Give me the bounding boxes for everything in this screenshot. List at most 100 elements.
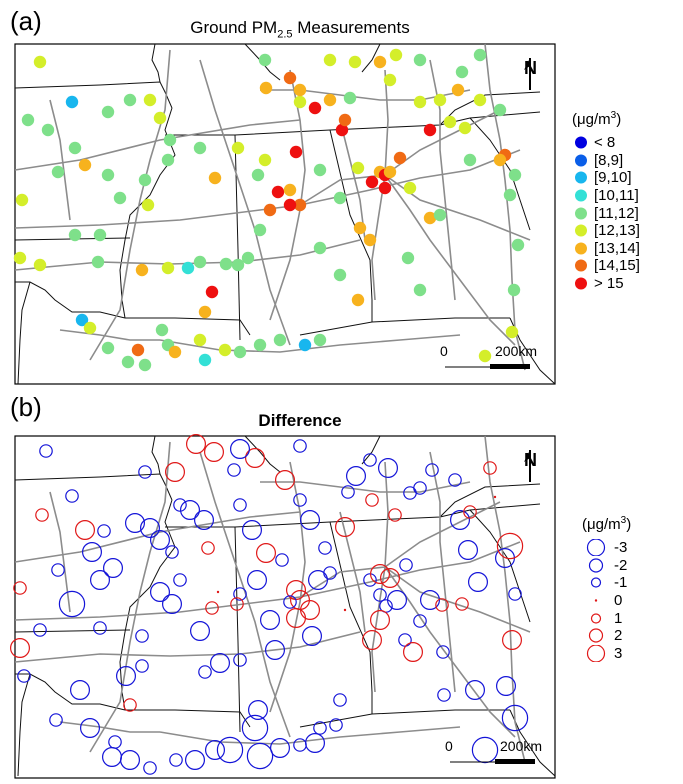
station-a-89 (493, 103, 507, 117)
station-a-20 (68, 228, 82, 242)
map-b-border-6 (329, 521, 373, 693)
map-b-highways (14, 435, 531, 763)
map-b-border-0 (14, 473, 173, 501)
map-a-scale-zero: 0 (440, 343, 448, 359)
legend-b-swatch (588, 628, 604, 643)
map-a-road-2 (14, 149, 521, 229)
station-b-67 (387, 589, 408, 610)
legend-b-item: 3 (582, 644, 631, 663)
legend-a-label: [14,15] (594, 257, 640, 275)
map-a-road-14 (49, 99, 71, 221)
station-b-63 (370, 563, 391, 584)
station-a-22 (91, 255, 105, 269)
panel-a-title-main: Ground PM (190, 18, 278, 37)
map-a-border-11 (151, 43, 161, 83)
station-a-45 (198, 305, 212, 319)
station-b-42 (335, 516, 356, 537)
station-b-47 (403, 486, 417, 500)
station-a-73 (365, 175, 379, 189)
station-b-10 (93, 621, 107, 635)
map-a-road-13 (59, 329, 160, 341)
legend-a-swatch (575, 189, 587, 202)
station-a-31 (168, 345, 182, 359)
station-a-21 (93, 228, 107, 242)
legend-a-unit-sup: 3 (610, 110, 617, 121)
map-a-border-13 (361, 43, 381, 73)
legend-b-unit: (μg/m3) (582, 515, 631, 533)
legend-a-label: [10,11] (594, 187, 639, 205)
station-b-76 (275, 553, 289, 567)
map-a-border-10 (439, 91, 541, 126)
station-b-100 (150, 581, 171, 602)
map-b-border-3 (15, 673, 126, 711)
map-b-border-2 (14, 629, 131, 633)
station-b-81 (300, 599, 321, 620)
station-a-15 (113, 191, 127, 205)
station-b-5 (89, 569, 110, 590)
station-b-22 (119, 749, 140, 770)
legend-a-item: [14,15] (572, 257, 640, 275)
legend-a-dot-2 (575, 171, 587, 184)
map-a-border-6 (329, 129, 373, 301)
station-a-68 (323, 93, 337, 107)
station-b-82 (308, 569, 329, 590)
legend-a-swatch (575, 154, 587, 167)
legend-b-swatch (586, 539, 606, 557)
legend-b-label: 2 (614, 627, 623, 645)
station-b-2 (35, 508, 49, 522)
station-a-10 (153, 111, 167, 125)
station-b-62 (363, 573, 377, 587)
station-b-61 (362, 629, 383, 650)
station-a-74 (373, 165, 387, 179)
legend-a-label: [8,9] (594, 151, 624, 169)
station-a-29 (155, 323, 169, 337)
map-b-border-12 (244, 435, 281, 473)
map-b-road-13 (59, 721, 160, 733)
map-b-frame (14, 435, 556, 779)
station-b-114 (123, 698, 137, 712)
station-b-51 (450, 510, 471, 531)
station-a-19 (33, 258, 47, 272)
station-a-80 (423, 211, 437, 225)
station-b-124 (403, 641, 424, 662)
station-b-110 (388, 508, 402, 522)
map-b-road-7 (299, 501, 501, 598)
legend-b-item: 1 (582, 609, 631, 627)
station-a-76 (378, 181, 392, 195)
station-b-45 (363, 453, 377, 467)
legend-b-label: -1 (614, 574, 628, 592)
station-a-88 (473, 93, 487, 107)
map-a-highways (14, 43, 531, 371)
map-b-road-4 (199, 451, 291, 738)
station-b-80 (286, 607, 307, 628)
station-a-34 (218, 343, 232, 357)
station-b-98 (194, 510, 215, 531)
station-a-75 (378, 168, 392, 182)
station-a-85 (473, 48, 487, 62)
legend-a-dot-0 (575, 136, 587, 149)
map-a-road-10 (429, 59, 456, 301)
station-a-98 (423, 123, 437, 137)
legend-b-label: -3 (614, 539, 628, 557)
station-b-28 (241, 714, 269, 742)
station-b-53 (468, 571, 489, 592)
station-b-31 (293, 738, 307, 752)
station-a-111 (383, 73, 397, 87)
station-a-55 (308, 101, 322, 115)
station-a-110 (353, 221, 367, 235)
legend-a-item: [8,9] (572, 152, 640, 170)
map-a-road-7 (299, 109, 501, 206)
station-a-70 (351, 161, 365, 175)
legend-b-swatch (590, 613, 602, 624)
station-a-81 (413, 95, 427, 109)
station-b-102 (205, 601, 219, 615)
station-a-112 (389, 48, 403, 62)
station-b-6 (102, 557, 123, 578)
legend-a-dot-4 (575, 207, 587, 220)
station-b-94 (233, 498, 247, 512)
legend-a-swatch (575, 171, 587, 184)
legend-a-label: < 8 (594, 134, 616, 152)
station-b-9 (58, 590, 86, 618)
legend-a-dot-8 (575, 277, 587, 290)
station-a-24 (83, 321, 97, 335)
